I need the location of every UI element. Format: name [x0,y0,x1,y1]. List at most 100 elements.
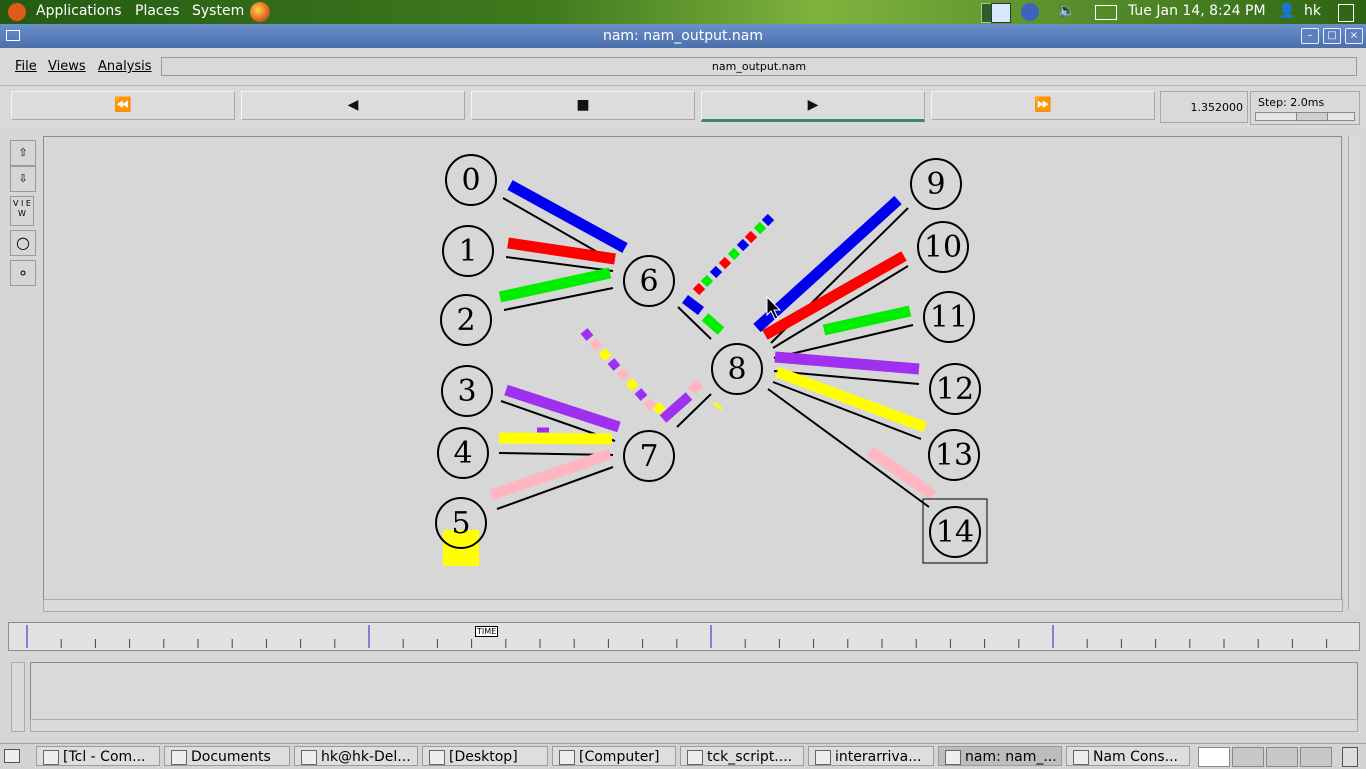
time-marker-label[interactable]: TIME [475,626,499,637]
folder-icon [429,750,445,765]
node-circle[interactable] [623,255,675,307]
rewind-button[interactable]: ⏪ [11,91,235,120]
node-label: 2 [456,303,475,338]
task-nam-console[interactable]: Nam Cons... [1066,746,1190,766]
power-icon[interactable] [1338,4,1354,22]
node-circle[interactable] [440,294,492,346]
volume-icon[interactable]: 🔈 [1058,3,1076,19]
zoom-out-icon[interactable]: ⇩ [10,166,36,192]
window-menu-icon[interactable] [6,30,20,41]
node-circle[interactable] [445,154,497,206]
node-circle[interactable] [442,225,494,277]
node-label: 11 [930,300,968,335]
node-label: 12 [936,372,974,407]
node-label: 3 [457,374,476,409]
node-circle[interactable] [923,291,975,343]
link-1-6 [505,256,614,272]
step-slider-thumb[interactable] [1296,112,1328,121]
circle-small-icon[interactable]: ∘ [10,260,36,286]
task-terminal[interactable]: hk@hk-Del... [294,746,418,766]
node-label: 4 [453,436,472,471]
train-pink-3 [643,398,657,411]
file-menu[interactable]: File [15,59,37,74]
node-label: 6 [639,264,658,299]
network-canvas[interactable]: 0 1 2 3 4 5 6 7 8 9 10 11 12 13 14 [43,136,1342,600]
view-button[interactable]: V I E W [10,196,34,226]
task-desktop[interactable]: [Desktop] [422,746,548,766]
queue-13-yellow [775,366,927,433]
mail-icon[interactable] [1095,5,1117,20]
trash-icon[interactable] [1342,747,1358,767]
step-slider[interactable] [1255,112,1355,121]
places-menu[interactable]: Places [135,3,180,19]
train-pink-1 [589,338,603,351]
zoom-in-icon[interactable]: ⇧ [10,140,36,166]
system-menu[interactable]: System [192,3,245,19]
ubuntu-logo-icon[interactable] [8,3,26,21]
timeline[interactable]: TIME [8,622,1360,651]
firefox-icon[interactable] [250,2,270,22]
packet-yellow-small [713,401,723,411]
link-8-12 [773,370,920,385]
show-desktop-icon[interactable] [4,749,20,763]
node-label: 5 [451,506,470,541]
workspace-3[interactable] [1266,747,1298,767]
queue-5-pink [489,448,612,501]
play-button[interactable]: ▶ [701,91,925,122]
node-circle[interactable] [435,497,487,549]
top-panel: Applications Places System 🔈 Tue Jan 14,… [0,0,1366,24]
search-icon[interactable] [991,3,1011,23]
node-circle[interactable] [917,221,969,273]
node-label: 9 [926,167,945,202]
node-circle[interactable] [928,429,980,481]
firefox-task-icon [43,750,59,765]
bottom-horizontal-scrollbar[interactable] [30,719,1358,732]
user-name[interactable]: hk [1304,3,1321,19]
task-tcl[interactable]: [Tcl - Com... [36,746,160,766]
circle-large-icon[interactable]: ○ [10,230,36,256]
canvas-vertical-scrollbar[interactable] [1348,136,1361,610]
node-circle[interactable] [929,363,981,415]
task-computer[interactable]: [Computer] [552,746,676,766]
close-icon[interactable]: × [1345,28,1363,44]
task-tck-script[interactable]: tck_script.... [680,746,804,766]
analysis-menu-label: Analysis [98,59,152,74]
views-menu[interactable]: Views [48,59,86,74]
node-circle[interactable] [910,158,962,210]
maximize-icon[interactable]: □ [1323,28,1341,44]
stop-button[interactable]: ■ [471,91,695,120]
minimize-icon[interactable]: – [1301,28,1319,44]
node-circle[interactable] [623,430,675,482]
step-back-button[interactable]: ◀ [241,91,465,120]
user-icon[interactable]: 👤 [1278,3,1296,19]
workspace-2[interactable] [1232,747,1264,767]
applications-menu[interactable]: Applications [36,3,122,19]
clock[interactable]: Tue Jan 14, 8:24 PM [1128,3,1266,19]
fast-forward-button[interactable]: ⏩ [931,91,1155,120]
task-documents[interactable]: Documents [164,746,290,766]
analysis-menu[interactable]: Analysis [98,59,152,74]
bottom-vertical-scrollbar[interactable] [11,662,25,732]
workspace-4[interactable] [1300,747,1332,767]
task-label: nam: nam_... [965,749,1057,765]
node-circle[interactable] [441,365,493,417]
node-label: 0 [461,163,480,198]
train-yellow-1 [598,348,612,361]
train-blue-2 [736,238,750,252]
link-8-13 [772,381,922,440]
queue-3-purple [504,384,621,433]
queue-12-purple [774,351,920,375]
node-circle[interactable] [929,506,981,558]
node-circle[interactable] [437,427,489,479]
workspace-1[interactable] [1198,747,1230,767]
task-nam[interactable]: nam: nam_... [938,746,1062,766]
node-circle[interactable] [711,343,763,395]
bluetooth-icon[interactable] [1021,3,1039,21]
packet-pink-7 [687,379,704,395]
canvas-horizontal-scrollbar[interactable] [43,599,1343,612]
task-interarrival[interactable]: interarriva... [808,746,934,766]
folder-icon [171,750,187,765]
timeline-ticks [26,625,1328,648]
